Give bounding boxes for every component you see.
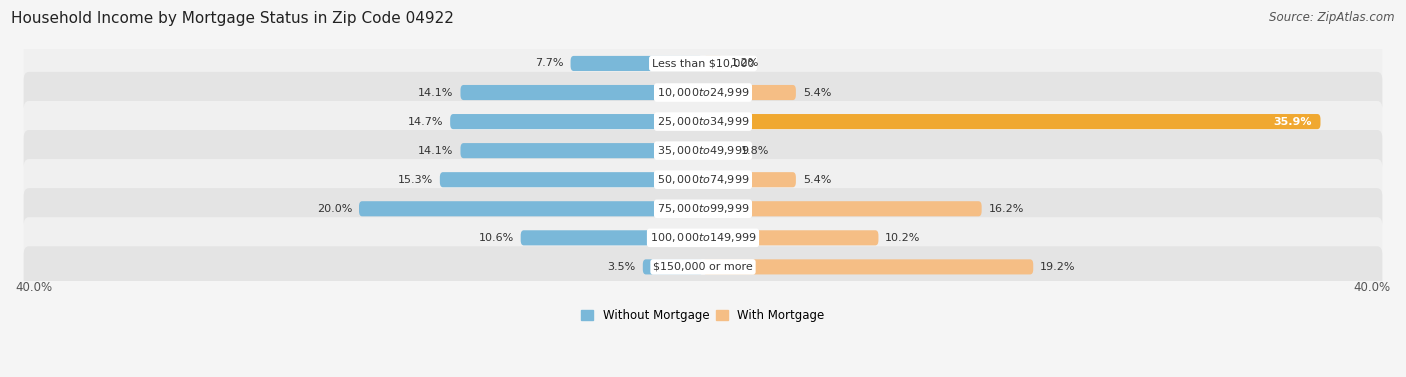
FancyBboxPatch shape [440, 172, 703, 187]
Text: 1.8%: 1.8% [741, 146, 769, 156]
FancyBboxPatch shape [703, 172, 796, 187]
Text: 19.2%: 19.2% [1040, 262, 1076, 272]
FancyBboxPatch shape [24, 217, 1382, 259]
Text: 3.5%: 3.5% [607, 262, 636, 272]
Text: 15.3%: 15.3% [398, 175, 433, 185]
FancyBboxPatch shape [703, 201, 981, 216]
Text: 10.2%: 10.2% [886, 233, 921, 243]
FancyBboxPatch shape [571, 56, 703, 71]
FancyBboxPatch shape [461, 143, 703, 158]
Text: 40.0%: 40.0% [1354, 281, 1391, 294]
FancyBboxPatch shape [461, 85, 703, 100]
FancyBboxPatch shape [24, 130, 1382, 171]
FancyBboxPatch shape [24, 43, 1382, 84]
FancyBboxPatch shape [703, 56, 724, 71]
Text: $100,000 to $149,999: $100,000 to $149,999 [650, 231, 756, 244]
FancyBboxPatch shape [703, 114, 1320, 129]
FancyBboxPatch shape [359, 201, 703, 216]
Text: 40.0%: 40.0% [15, 281, 52, 294]
Text: $150,000 or more: $150,000 or more [654, 262, 752, 272]
FancyBboxPatch shape [520, 230, 703, 245]
Text: 7.7%: 7.7% [536, 58, 564, 69]
Text: 20.0%: 20.0% [316, 204, 352, 214]
FancyBboxPatch shape [24, 246, 1382, 288]
Text: $35,000 to $49,999: $35,000 to $49,999 [657, 144, 749, 157]
FancyBboxPatch shape [450, 114, 703, 129]
Text: $10,000 to $24,999: $10,000 to $24,999 [657, 86, 749, 99]
FancyBboxPatch shape [24, 72, 1382, 113]
Text: Less than $10,000: Less than $10,000 [652, 58, 754, 69]
FancyBboxPatch shape [24, 101, 1382, 142]
Text: 16.2%: 16.2% [988, 204, 1024, 214]
Legend: Without Mortgage, With Mortgage: Without Mortgage, With Mortgage [576, 304, 830, 326]
Text: 10.6%: 10.6% [478, 233, 513, 243]
FancyBboxPatch shape [703, 259, 1033, 274]
FancyBboxPatch shape [24, 159, 1382, 200]
Text: 35.9%: 35.9% [1274, 116, 1312, 127]
Text: $25,000 to $34,999: $25,000 to $34,999 [657, 115, 749, 128]
Text: Source: ZipAtlas.com: Source: ZipAtlas.com [1270, 11, 1395, 24]
Text: 5.4%: 5.4% [803, 175, 831, 185]
FancyBboxPatch shape [643, 259, 703, 274]
Text: $50,000 to $74,999: $50,000 to $74,999 [657, 173, 749, 186]
Text: 14.1%: 14.1% [418, 146, 454, 156]
Text: 14.7%: 14.7% [408, 116, 443, 127]
Text: 14.1%: 14.1% [418, 87, 454, 98]
Text: 1.2%: 1.2% [731, 58, 759, 69]
FancyBboxPatch shape [703, 85, 796, 100]
Text: 5.4%: 5.4% [803, 87, 831, 98]
FancyBboxPatch shape [703, 143, 734, 158]
Text: $75,000 to $99,999: $75,000 to $99,999 [657, 202, 749, 215]
FancyBboxPatch shape [703, 230, 879, 245]
Text: Household Income by Mortgage Status in Zip Code 04922: Household Income by Mortgage Status in Z… [11, 11, 454, 26]
FancyBboxPatch shape [24, 188, 1382, 229]
